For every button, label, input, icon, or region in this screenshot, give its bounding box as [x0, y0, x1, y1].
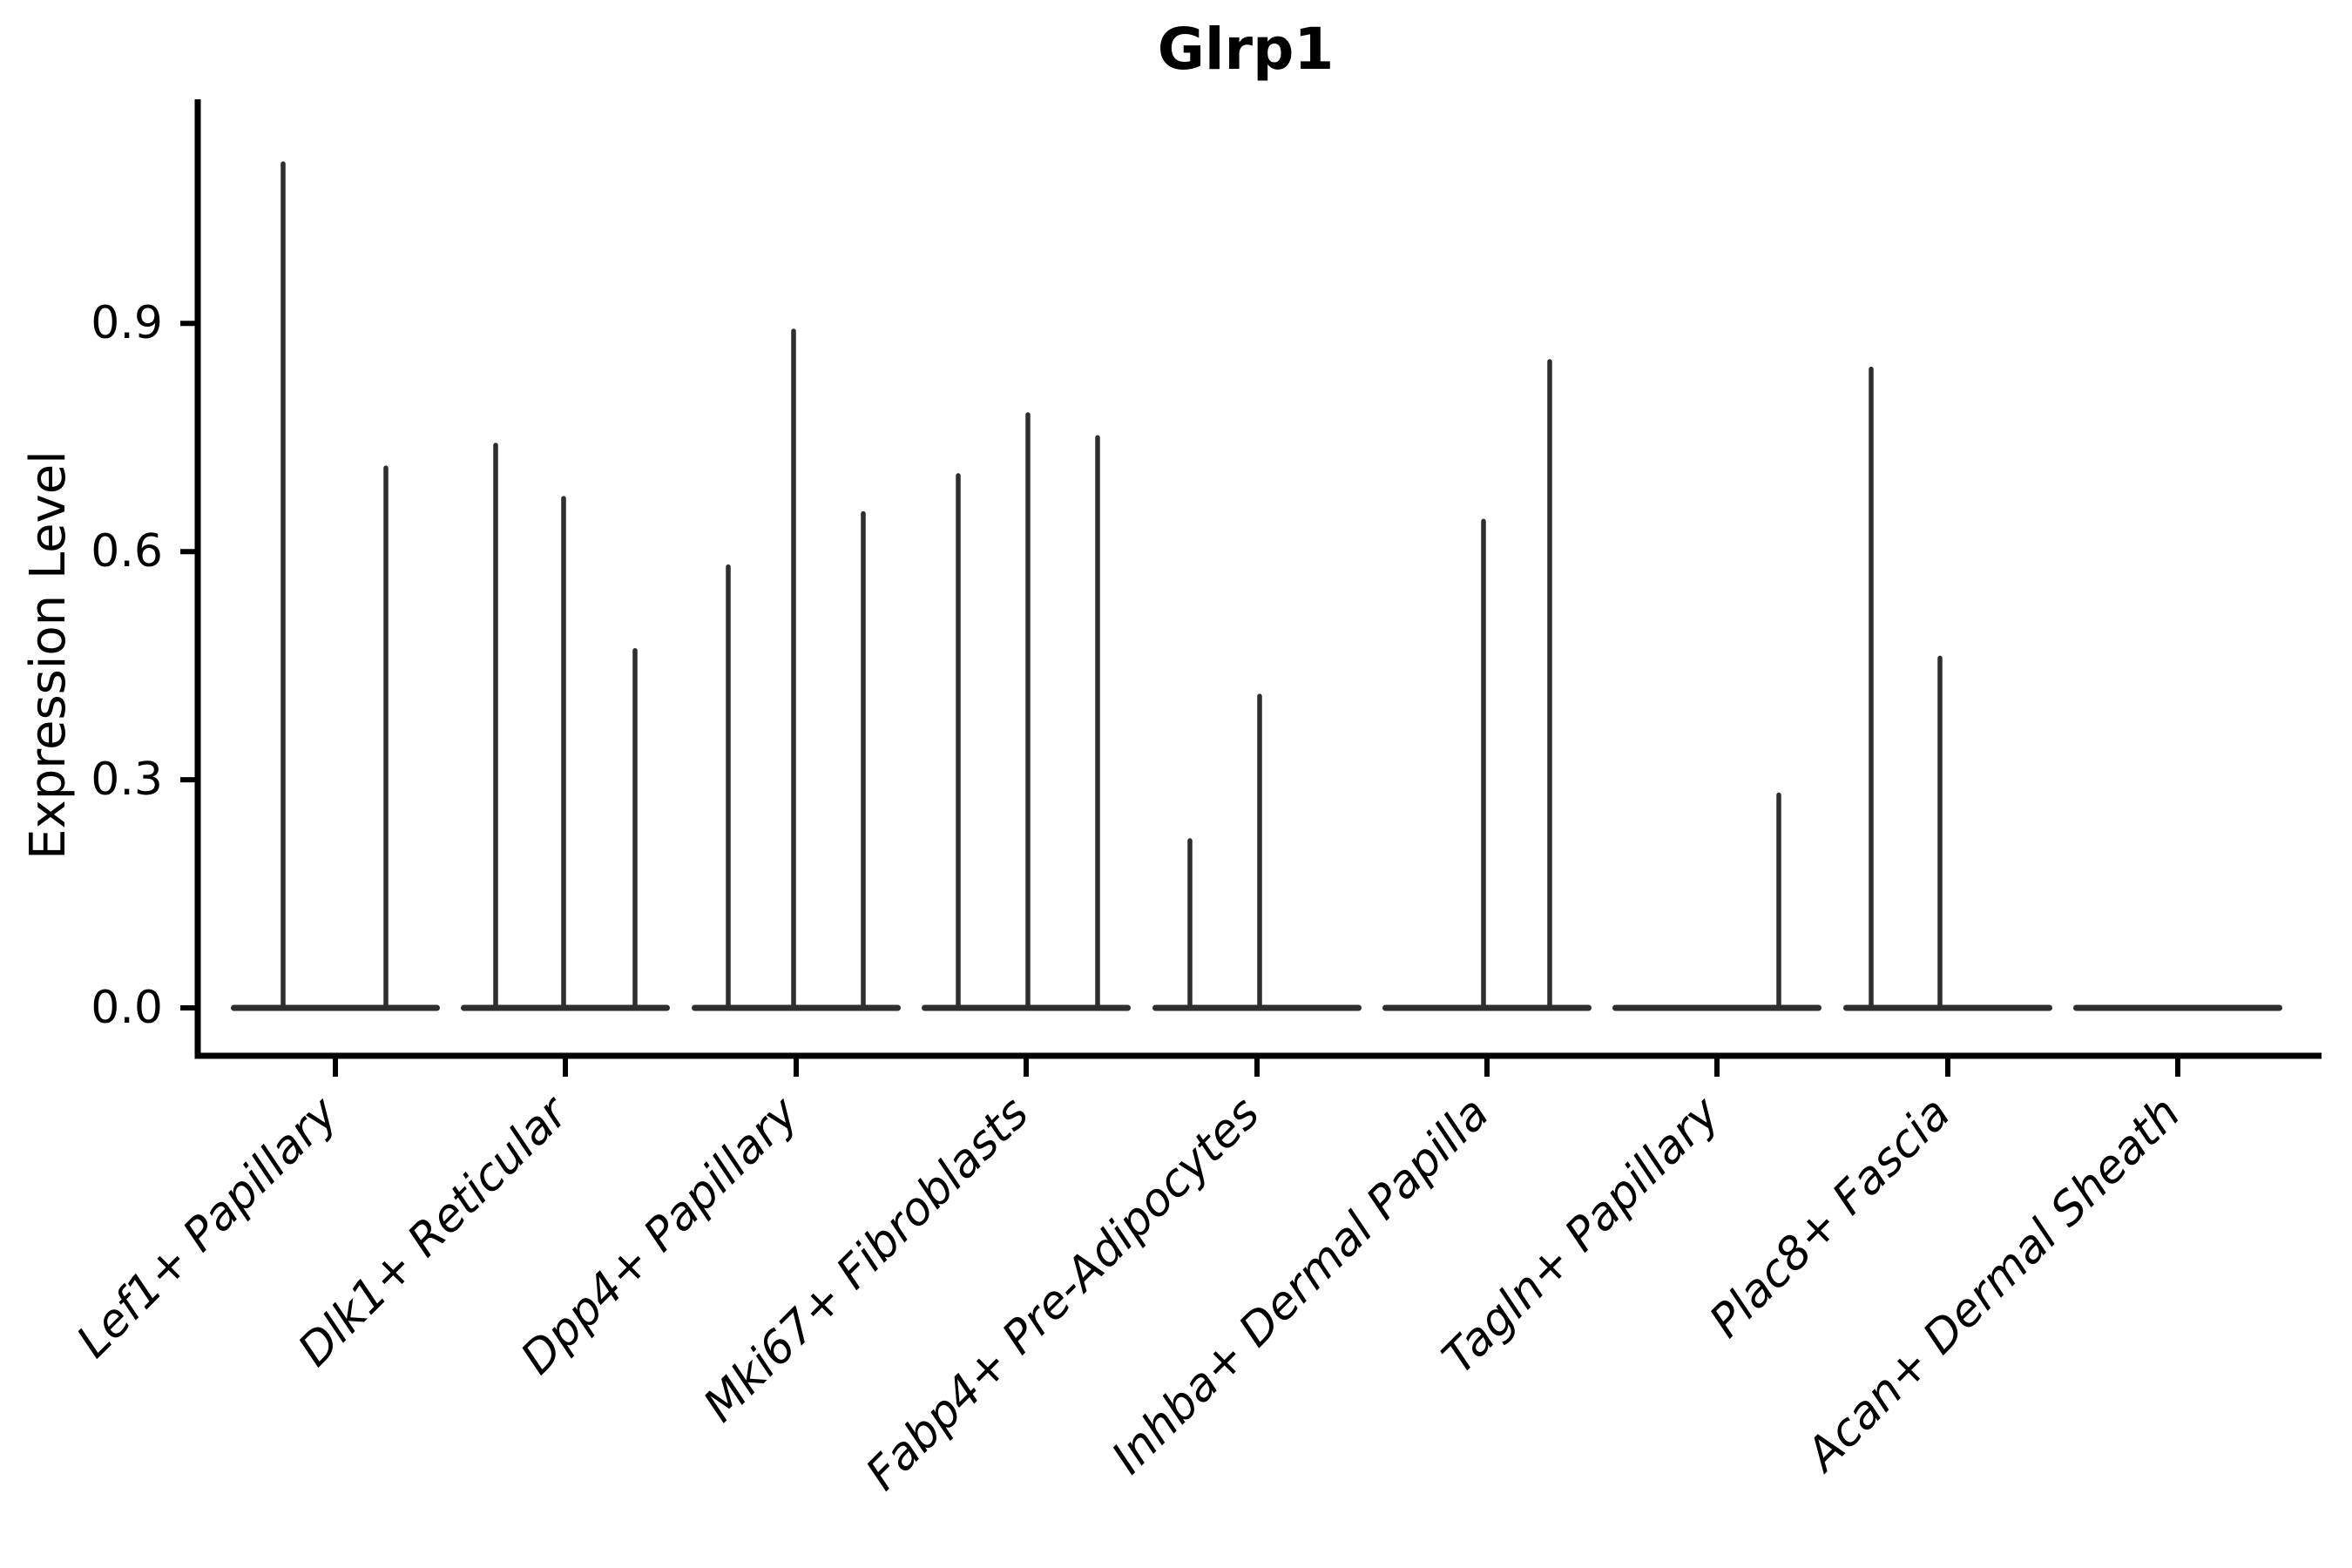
y-axis-label: Expression Level: [20, 450, 77, 860]
chart-title: Glrp1: [1157, 16, 1335, 83]
violin-base: [1612, 1004, 1821, 1011]
violin-base: [231, 1004, 440, 1011]
y-tick-label: 0.6: [91, 525, 163, 578]
y-tick-label: 0.0: [91, 982, 163, 1034]
violin-base: [1843, 1004, 2052, 1011]
y-tick-label: 0.9: [91, 297, 163, 350]
violin-base: [692, 1004, 901, 1011]
violin-base: [1152, 1004, 1362, 1011]
y-tick-label: 0.3: [91, 754, 163, 807]
violin-base: [2073, 1004, 2282, 1011]
violin-base: [1382, 1004, 1592, 1011]
